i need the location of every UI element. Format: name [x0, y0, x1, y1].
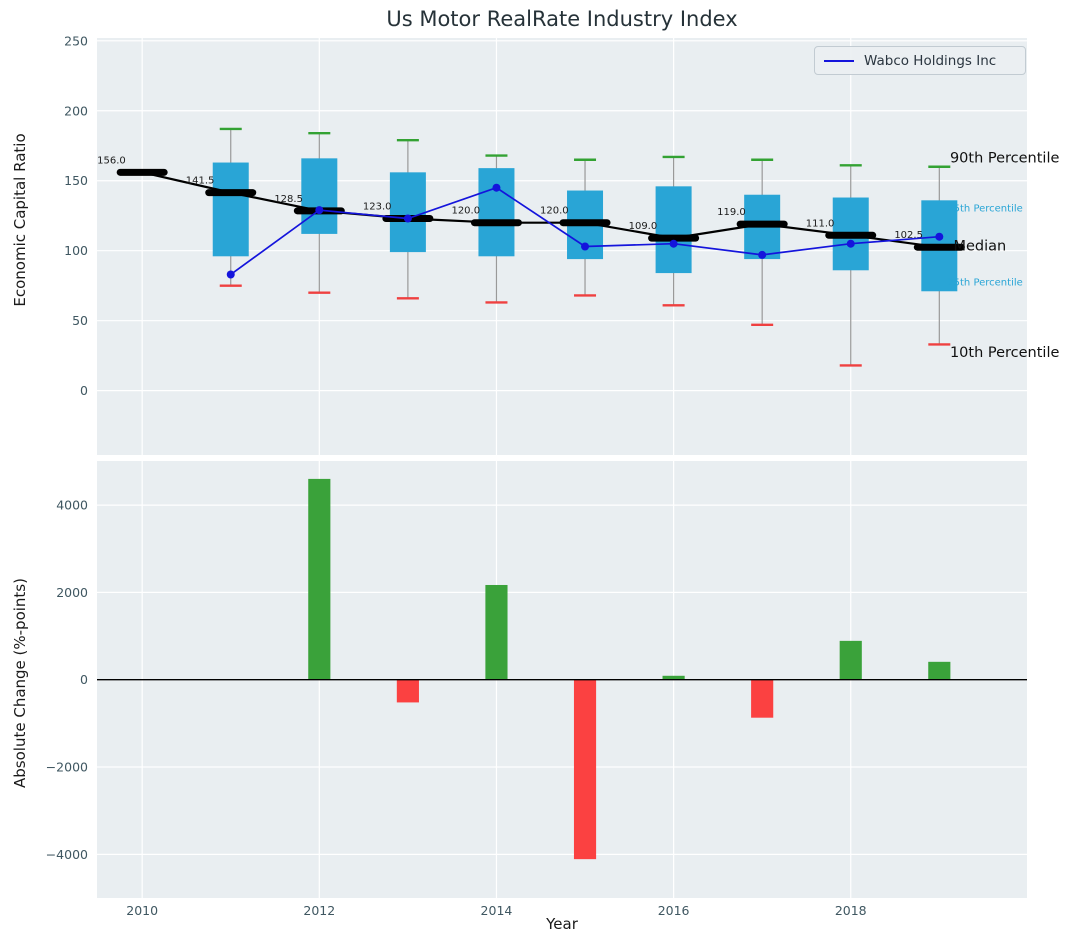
percentile-annotation: 90th Percentile	[950, 151, 1060, 167]
company-point-2014	[492, 183, 501, 192]
median-value-label: 109.0	[629, 221, 658, 232]
legend-label: Wabco Holdings Inc	[864, 52, 997, 69]
median-value-label: 111.0	[806, 218, 835, 229]
company-point-2019	[935, 232, 944, 241]
company-point-2013	[403, 214, 412, 223]
y-tick-label: 0	[80, 383, 88, 398]
company-point-2015	[581, 242, 590, 251]
iqr-box-2014	[478, 168, 515, 257]
x-tick-label: 2010	[126, 903, 158, 918]
iqr-box-2013	[389, 172, 426, 253]
company-point-2018	[846, 239, 855, 248]
median-value-label: 120.0	[451, 206, 480, 217]
legend: Wabco Holdings Inc	[814, 46, 1026, 75]
bar-2017	[751, 679, 774, 718]
median-line	[141, 171, 940, 249]
y-tick-label: 50	[72, 313, 88, 328]
percentile-annotation: Median	[953, 239, 1006, 255]
percentile-annotation: 75th Percentile	[947, 204, 1023, 215]
percentile-annotation: 10th Percentile	[950, 345, 1060, 361]
bar-2012	[308, 478, 331, 680]
y-tick-label: 200	[64, 103, 88, 118]
y-tick-label: −4000	[46, 847, 88, 862]
x-axis-label: Year	[546, 915, 578, 933]
bar-2016	[662, 675, 685, 680]
bottom-y-axis-label: Absolute Change (%-points)	[11, 578, 29, 788]
company-point-2016	[669, 239, 678, 248]
median-value-label: 102.5	[894, 230, 923, 241]
company-point-2017	[758, 250, 767, 259]
median-value-label: 128.5	[274, 194, 303, 205]
y-tick-label: 150	[64, 173, 88, 188]
x-tick-label: 2016	[658, 903, 690, 918]
y-tick-label: 0	[80, 672, 88, 687]
y-tick-label: 100	[64, 243, 88, 258]
iqr-box-2016	[655, 186, 692, 274]
company-point-2011	[226, 270, 235, 279]
y-tick-label: 4000	[56, 498, 88, 513]
bar-2015	[573, 679, 597, 860]
x-tick-label: 2014	[481, 903, 513, 918]
median-value-label: 123.0	[363, 202, 392, 213]
iqr-box-2012	[301, 158, 338, 234]
x-tick-label: 2018	[835, 903, 867, 918]
bar-2013	[396, 679, 419, 703]
bar-2019	[928, 661, 951, 680]
y-tick-label: −2000	[46, 760, 88, 775]
median-value-label: 119.0	[717, 207, 746, 218]
legend-line-sample	[824, 59, 854, 62]
bar-2018	[839, 640, 862, 680]
iqr-box-2011	[212, 162, 249, 257]
median-value-label: 156.0	[97, 155, 126, 166]
company-point-2012	[315, 206, 324, 215]
chart-title: Us Motor RealRate Industry Index	[386, 7, 738, 31]
top-plot-area	[97, 38, 1027, 455]
y-tick-label: 250	[64, 33, 88, 48]
percentile-annotation: 25th Percentile	[947, 278, 1023, 289]
median-value-label: 141.5	[186, 176, 215, 187]
median-value-label: 120.0	[540, 206, 569, 217]
y-tick-label: 2000	[56, 585, 88, 600]
x-tick-label: 2012	[303, 903, 335, 918]
bar-2014	[485, 584, 508, 680]
top-y-axis-label: Economic Capital Ratio	[11, 133, 29, 307]
